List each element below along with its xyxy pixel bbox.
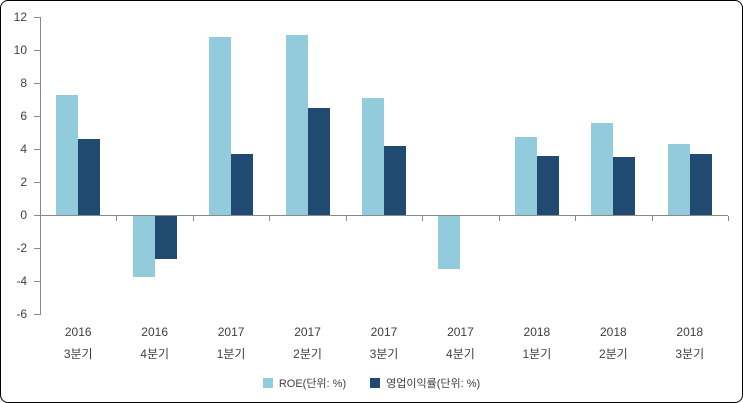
x-axis-label-year: 2016 bbox=[141, 325, 168, 339]
x-axis-label: 2017 1분기 bbox=[193, 321, 269, 365]
y-tick bbox=[34, 248, 40, 249]
legend: ROE(단위: %) 영업이익률(단위: %) bbox=[1, 375, 742, 391]
x-axis-label: 2018 3분기 bbox=[652, 321, 728, 365]
y-tick bbox=[34, 83, 40, 84]
x-tick bbox=[193, 216, 194, 221]
x-axis-label-quarter: 3분기 bbox=[675, 347, 705, 361]
x-axis-label-year: 2018 bbox=[599, 325, 627, 339]
x-axis-label-year: 2018 bbox=[676, 325, 704, 339]
x-axis-label: 2016 3분기 bbox=[40, 321, 116, 365]
y-axis-label: 2 bbox=[20, 175, 27, 189]
x-tick bbox=[499, 216, 500, 221]
x-axis-label-quarter: 2분기 bbox=[293, 347, 322, 361]
roe-bar bbox=[438, 216, 461, 269]
roe-bar bbox=[56, 94, 79, 215]
x-axis-label-quarter: 4분기 bbox=[446, 347, 475, 361]
x-axis-label: 2018 1분기 bbox=[499, 321, 575, 365]
x-tick bbox=[269, 216, 270, 221]
y-tick bbox=[34, 149, 40, 150]
y-tick bbox=[34, 182, 40, 183]
operating-margin-bar bbox=[384, 145, 406, 215]
operating-margin-bar bbox=[689, 153, 712, 215]
x-tick bbox=[652, 216, 653, 221]
roe-bar bbox=[362, 97, 384, 215]
y-tick bbox=[34, 314, 40, 315]
x-axis-label-quarter: 1분기 bbox=[216, 347, 246, 361]
x-axis-label-quarter: 3분기 bbox=[369, 347, 399, 361]
y-axis-label: -4 bbox=[16, 274, 27, 288]
roe-bar bbox=[514, 137, 537, 215]
legend-label: ROE(단위: %) bbox=[278, 378, 347, 390]
operating-margin-bar bbox=[231, 153, 254, 215]
y-axis-label: -2 bbox=[16, 241, 27, 255]
x-axis-label: 2016 4분기 bbox=[116, 321, 192, 365]
operating-margin-bar bbox=[78, 139, 101, 215]
x-tick bbox=[116, 216, 117, 221]
y-axis-label: 12 bbox=[13, 10, 27, 24]
x-axis-label-quarter: 1분기 bbox=[522, 347, 552, 361]
y-tick bbox=[34, 281, 40, 282]
x-tick bbox=[40, 216, 41, 221]
x-axis-label: 2018 2분기 bbox=[575, 321, 651, 365]
x-axis-label-year: 2017 bbox=[447, 325, 474, 339]
value-axis-line bbox=[40, 17, 41, 315]
legend-label: 영업이익률(단위: %) bbox=[386, 378, 481, 390]
y-axis-label: 8 bbox=[20, 76, 27, 90]
y-axis-label: 6 bbox=[20, 109, 27, 123]
roe-bar bbox=[667, 144, 690, 215]
x-axis-label: 2017 2분기 bbox=[269, 321, 345, 365]
legend-item-roe: ROE(단위: %) bbox=[262, 375, 347, 391]
x-tick bbox=[346, 216, 347, 221]
x-axis-label-year: 2017 bbox=[217, 325, 245, 339]
y-axis-label: -6 bbox=[16, 307, 27, 321]
x-axis-label-year: 2016 bbox=[64, 325, 92, 339]
x-axis-label-year: 2017 bbox=[370, 325, 398, 339]
y-axis-label: 4 bbox=[20, 142, 27, 156]
y-axis-label: 10 bbox=[13, 43, 27, 57]
y-tick bbox=[34, 116, 40, 117]
x-axis-label-quarter: 2분기 bbox=[598, 347, 628, 361]
legend-swatch bbox=[370, 378, 381, 388]
x-axis-label: 2017 4분기 bbox=[422, 321, 498, 365]
x-axis-label: 2017 3분기 bbox=[346, 321, 422, 365]
operating-margin-bar bbox=[536, 155, 559, 215]
y-tick bbox=[34, 50, 40, 51]
operating-margin-bar bbox=[154, 216, 177, 259]
roe-bar bbox=[209, 36, 232, 215]
legend-swatch bbox=[262, 378, 273, 388]
x-tick bbox=[422, 216, 423, 221]
roe-bar bbox=[591, 122, 614, 215]
roe-bar bbox=[132, 216, 155, 278]
x-tick bbox=[575, 216, 576, 221]
x-axis-label-year: 2017 bbox=[294, 325, 321, 339]
x-axis-label-year: 2018 bbox=[523, 325, 551, 339]
y-tick bbox=[34, 17, 40, 18]
operating-margin-bar bbox=[613, 157, 636, 215]
operating-margin-bar bbox=[307, 107, 330, 215]
y-tick bbox=[34, 215, 40, 216]
category-axis-line bbox=[40, 215, 728, 216]
legend-item-operating-margin: 영업이익률(단위: %) bbox=[370, 375, 480, 391]
y-axis-label: 0 bbox=[20, 208, 27, 222]
x-tick bbox=[728, 216, 729, 221]
x-axis-label-quarter: 4분기 bbox=[140, 347, 170, 361]
x-axis-label-quarter: 3분기 bbox=[63, 347, 93, 361]
roe-bar bbox=[285, 35, 308, 215]
